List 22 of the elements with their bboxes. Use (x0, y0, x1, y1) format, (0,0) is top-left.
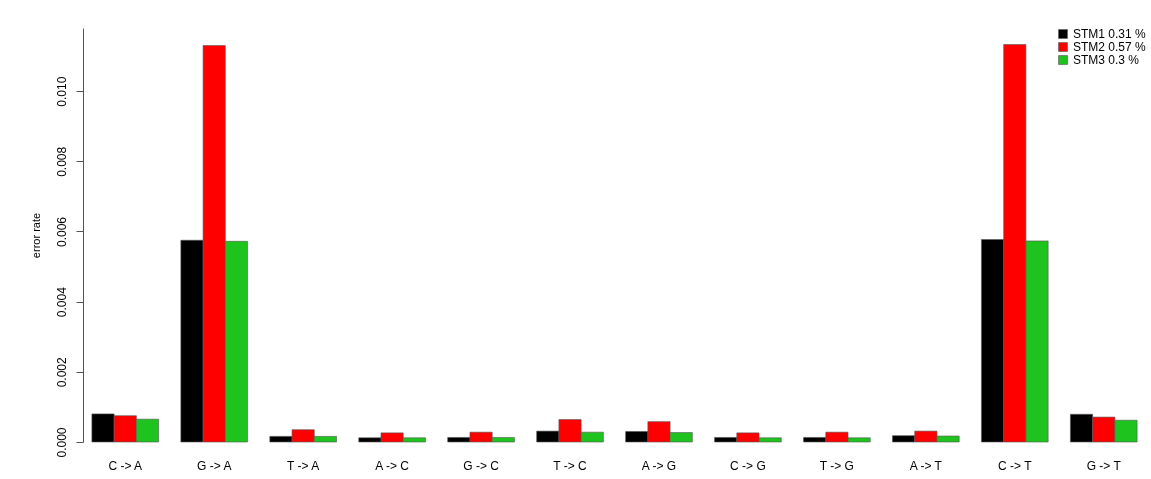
x-tick-label: T -> G (819, 458, 854, 473)
x-tick-label: G -> T (1086, 458, 1122, 473)
y-axis-title: error rate (29, 212, 42, 259)
x-tick-label: G -> A (197, 458, 232, 473)
y-tick-label: 0.008 (54, 146, 69, 177)
x-tick-label: A -> G (641, 458, 677, 473)
y-tick-label: 0.000 (54, 427, 69, 458)
x-tick-label: C -> T (998, 458, 1033, 473)
y-tick-label: 0.010 (54, 76, 69, 107)
x-tick-label: C -> G (730, 458, 766, 473)
x-tick-label: A -> T (909, 458, 943, 473)
x-tick-label: G -> C (463, 458, 500, 473)
y-tick-label: 0.006 (54, 216, 69, 248)
legend-label: STM3 0.3 % (1073, 53, 1140, 67)
x-tick-label: T -> A (287, 458, 320, 473)
x-tick-label: C -> A (108, 458, 143, 473)
y-tick-label: 0.004 (54, 286, 69, 318)
legend-label: STM2 0.57 % (1073, 40, 1147, 54)
y-tick-label: 0.002 (54, 356, 69, 388)
x-tick-label: T -> C (553, 458, 588, 473)
x-tick-label: A -> C (375, 458, 410, 473)
legend-label: STM1 0.31 % (1073, 27, 1147, 41)
